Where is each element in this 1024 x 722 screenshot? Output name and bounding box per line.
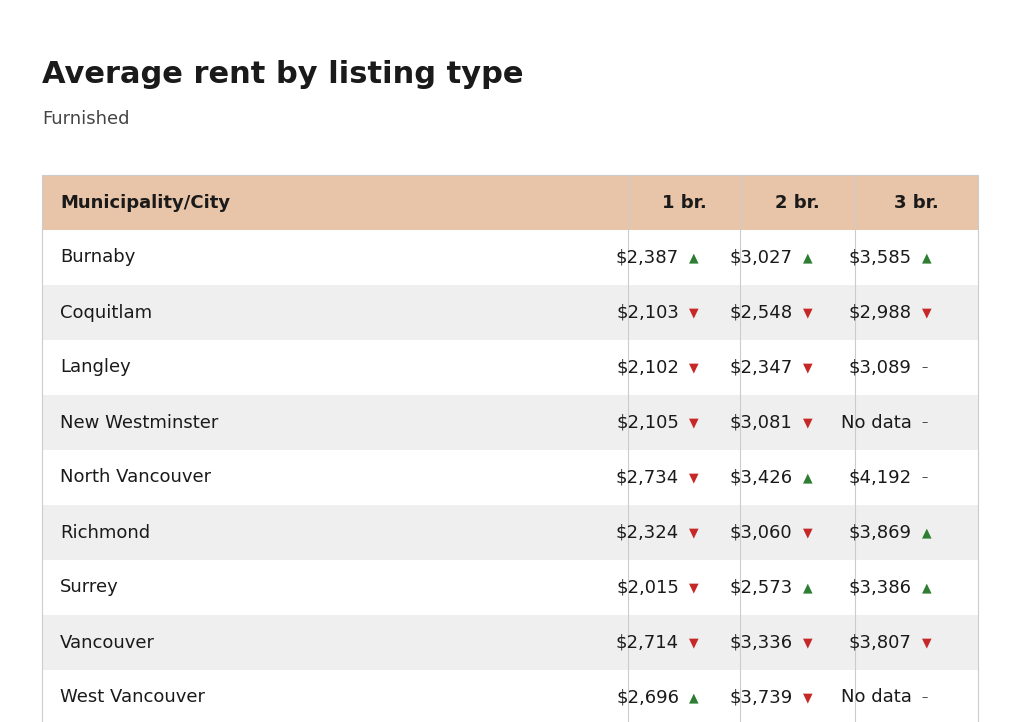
Text: 2 br.: 2 br. <box>775 193 820 212</box>
Text: –: – <box>922 416 928 429</box>
Text: Coquitlam: Coquitlam <box>60 303 153 321</box>
Text: Vancouver: Vancouver <box>60 633 155 651</box>
Text: 3 br.: 3 br. <box>894 193 939 212</box>
Text: Burnaby: Burnaby <box>60 248 135 266</box>
Bar <box>42 670 978 722</box>
Text: Langley: Langley <box>60 359 131 376</box>
Text: ▼: ▼ <box>689 306 698 319</box>
Text: ▲: ▲ <box>922 526 931 539</box>
Text: $2,102: $2,102 <box>616 359 679 376</box>
Text: $3,027: $3,027 <box>729 248 793 266</box>
Text: $3,089: $3,089 <box>849 359 911 376</box>
Text: ▲: ▲ <box>922 581 931 594</box>
Text: $2,103: $2,103 <box>616 303 679 321</box>
Text: $2,105: $2,105 <box>616 414 679 432</box>
Text: $2,714: $2,714 <box>615 633 679 651</box>
Text: ▼: ▼ <box>803 691 812 704</box>
Text: ▲: ▲ <box>803 581 812 594</box>
Text: ▼: ▼ <box>689 416 698 429</box>
Bar <box>42 230 978 285</box>
Text: $2,324: $2,324 <box>615 523 679 542</box>
Text: $3,336: $3,336 <box>729 633 793 651</box>
Text: $2,734: $2,734 <box>615 469 679 487</box>
Text: ▲: ▲ <box>689 251 698 264</box>
Text: –: – <box>922 691 928 704</box>
Text: Richmond: Richmond <box>60 523 151 542</box>
Bar <box>42 285 978 340</box>
Bar <box>42 395 978 450</box>
Text: –: – <box>922 471 928 484</box>
Text: New Westminster: New Westminster <box>60 414 218 432</box>
Text: ▼: ▼ <box>689 581 698 594</box>
Text: ▲: ▲ <box>689 691 698 704</box>
Text: ▼: ▼ <box>803 416 812 429</box>
Bar <box>42 175 978 230</box>
Text: $3,386: $3,386 <box>849 578 911 596</box>
Bar <box>42 175 978 722</box>
Text: $4,192: $4,192 <box>848 469 911 487</box>
Text: North Vancouver: North Vancouver <box>60 469 211 487</box>
Text: $2,015: $2,015 <box>616 578 679 596</box>
Text: $3,060: $3,060 <box>730 523 793 542</box>
Text: ▼: ▼ <box>689 471 698 484</box>
Text: West Vancouver: West Vancouver <box>60 689 205 707</box>
Text: ▼: ▼ <box>922 636 931 649</box>
Text: Average rent by listing type: Average rent by listing type <box>42 60 523 89</box>
Text: ▲: ▲ <box>803 471 812 484</box>
Text: $3,585: $3,585 <box>848 248 911 266</box>
Text: No data: No data <box>841 689 911 707</box>
Text: $3,869: $3,869 <box>849 523 911 542</box>
Bar <box>42 560 978 615</box>
Text: ▼: ▼ <box>689 636 698 649</box>
Text: 1 br.: 1 br. <box>662 193 707 212</box>
Bar <box>42 340 978 395</box>
Text: $3,426: $3,426 <box>729 469 793 487</box>
Text: –: – <box>922 361 928 374</box>
Text: $2,347: $2,347 <box>729 359 793 376</box>
Text: $3,081: $3,081 <box>730 414 793 432</box>
Text: $2,696: $2,696 <box>616 689 679 707</box>
Text: Municipality/City: Municipality/City <box>60 193 230 212</box>
Text: ▼: ▼ <box>803 526 812 539</box>
Text: ▼: ▼ <box>689 526 698 539</box>
Text: $3,739: $3,739 <box>729 689 793 707</box>
Text: $2,573: $2,573 <box>729 578 793 596</box>
Text: ▲: ▲ <box>922 251 931 264</box>
Text: Surrey: Surrey <box>60 578 119 596</box>
Text: ▼: ▼ <box>922 306 931 319</box>
Text: ▼: ▼ <box>803 636 812 649</box>
Bar <box>42 615 978 670</box>
Text: ▲: ▲ <box>803 251 812 264</box>
Bar <box>42 505 978 560</box>
Text: No data: No data <box>841 414 911 432</box>
Text: $3,807: $3,807 <box>849 633 911 651</box>
Text: $2,548: $2,548 <box>729 303 793 321</box>
Text: $2,988: $2,988 <box>849 303 911 321</box>
Text: ▼: ▼ <box>689 361 698 374</box>
Text: ▼: ▼ <box>803 361 812 374</box>
Text: ▼: ▼ <box>803 306 812 319</box>
Bar <box>42 450 978 505</box>
Text: Furnished: Furnished <box>42 110 129 128</box>
Text: $2,387: $2,387 <box>615 248 679 266</box>
